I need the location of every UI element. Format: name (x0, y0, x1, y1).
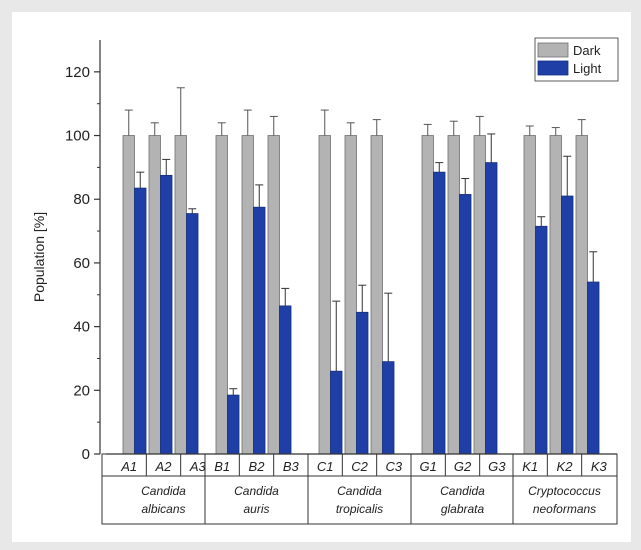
bar-light-K2 (561, 195, 574, 455)
bar-dark-C1 (318, 135, 331, 455)
category-label-G3: G3 (488, 459, 506, 474)
legend-swatch-dark (537, 42, 569, 58)
category-label-G2: G2 (454, 459, 472, 474)
bar-dark-B3 (267, 135, 280, 455)
bar-light-B2 (253, 206, 266, 455)
category-table (101, 453, 618, 525)
bar-light-A2 (160, 174, 173, 455)
bar-light-B3 (279, 305, 292, 455)
category-label-B1: B1 (214, 459, 230, 474)
bar-dark-G2 (447, 135, 460, 455)
group-label-line2: albicans (141, 502, 185, 516)
y-tick-label: 120 (65, 64, 90, 81)
legend-label-dark: Dark (573, 43, 601, 58)
group-label-line2: neoformans (533, 502, 596, 516)
y-tick-label: 40 (73, 319, 90, 336)
bar-dark-G3 (473, 135, 486, 455)
category-label-A1: A1 (120, 459, 137, 474)
bar-dark-B2 (241, 135, 254, 455)
legend: Dark Light (534, 37, 619, 82)
y-tick-label: 20 (73, 382, 90, 399)
group-label-line1: Candida (440, 484, 485, 498)
bar-light-C1 (330, 370, 343, 455)
bar-light-G3 (485, 162, 498, 455)
bar-light-K3 (587, 281, 600, 455)
group-label-line1: Candida (234, 484, 279, 498)
bar-light-B1 (227, 394, 240, 455)
bar-light-A3 (186, 213, 199, 455)
bar-dark-C2 (344, 135, 357, 455)
bar-dark-A3 (174, 135, 187, 455)
y-axis-label: Population [%] (31, 212, 47, 302)
chart-panel: 0 20 40 60 80 100 120 Population [%] A1 A2 A3 Can… (12, 12, 631, 542)
group-label-line1: Candida (337, 484, 382, 498)
bar-dark-C3 (370, 135, 383, 455)
bar-light-G2 (459, 194, 472, 455)
bar-dark-B1 (215, 135, 228, 455)
bar-dark-A1 (122, 135, 135, 455)
category-label-A2: A2 (155, 459, 173, 474)
category-label-C2: C2 (351, 459, 368, 474)
group-label-line1: Candida (141, 484, 186, 498)
bar-light-A1 (134, 187, 147, 455)
y-tick-label: 80 (73, 191, 90, 208)
legend-swatch-light (537, 60, 569, 76)
group-label-line2: glabrata (441, 502, 485, 516)
bar-light-K1 (535, 225, 548, 455)
category-label-C3: C3 (386, 459, 403, 474)
category-label-A3: A3 (189, 459, 207, 474)
legend-label-light: Light (573, 61, 602, 76)
bar-light-C3 (382, 361, 395, 455)
group-label-line2: tropicalis (336, 502, 383, 516)
y-tick-label: 0 (82, 446, 90, 463)
bar-dark-K3 (575, 135, 588, 455)
category-label-K3: K3 (591, 459, 608, 474)
y-tick-label: 60 (73, 255, 90, 272)
bar-dark-A2 (148, 135, 161, 455)
group-label-line2: auris (243, 502, 269, 516)
bar-dark-K1 (523, 135, 536, 455)
category-label-C1: C1 (317, 459, 334, 474)
bar-light-C2 (356, 311, 369, 455)
group-label-line1: Cryptococcus (528, 484, 601, 498)
category-label-K2: K2 (557, 459, 574, 474)
bar-dark-G1 (421, 135, 434, 455)
bar-dark-K2 (549, 135, 562, 455)
category-label-G1: G1 (419, 459, 436, 474)
category-label-B3: B3 (283, 459, 300, 474)
bar-light-G1 (433, 171, 446, 455)
category-label-B2: B2 (249, 459, 266, 474)
y-tick-label: 100 (65, 128, 90, 145)
category-label-K1: K1 (522, 459, 538, 474)
